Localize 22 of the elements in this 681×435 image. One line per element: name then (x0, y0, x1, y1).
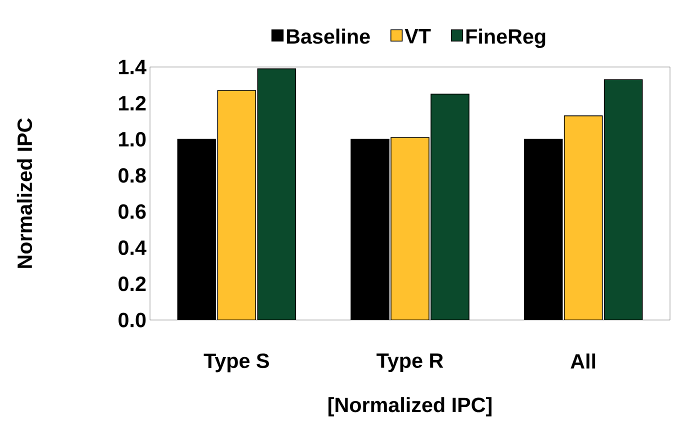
y-tick-label: 0.6 (118, 204, 146, 219)
bar (604, 79, 643, 320)
y-tick-label: 0.0 (118, 312, 146, 328)
bar (257, 68, 296, 320)
y-axis-title: Normalized IPC (16, 118, 32, 268)
y-tick-label: 1.4 (119, 60, 146, 74)
x-tick-label: All (570, 354, 596, 368)
legend-label: FineReg (466, 28, 546, 48)
legend-label: VT (404, 29, 431, 44)
bar (217, 90, 256, 320)
x-tick-label: Type S (204, 354, 269, 372)
x-tick-label: Type R (376, 354, 444, 372)
bar (564, 115, 603, 320)
y-tick-label: 0.2 (118, 276, 146, 292)
y-tick-label: 1.0 (119, 132, 146, 147)
bar (390, 137, 430, 320)
y-tick-label: 1.2 (119, 96, 146, 110)
legend-label: Baseline (286, 28, 370, 44)
bar (430, 94, 470, 320)
x-axis-title: [Normalized IPC] (328, 397, 492, 416)
y-tick-label: 0.8 (118, 168, 146, 183)
y-tick-label: 0.4 (118, 240, 146, 256)
